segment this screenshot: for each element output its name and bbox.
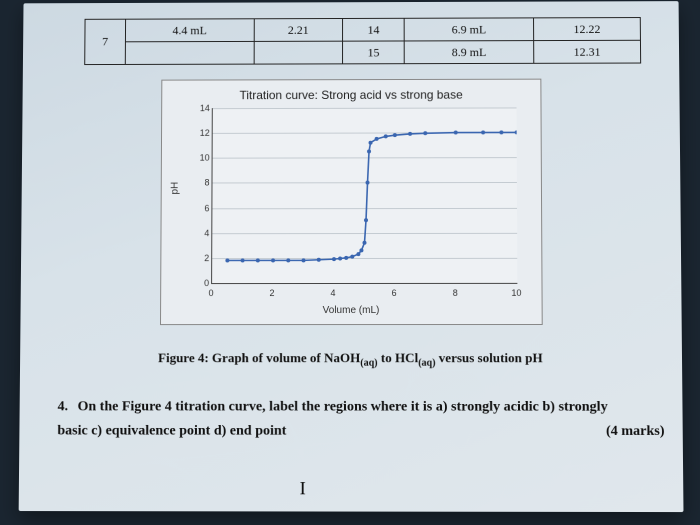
- caption-sub: (aq): [360, 358, 377, 369]
- question-number: 4.: [58, 399, 69, 414]
- chart-ytick: 6: [191, 203, 209, 213]
- chart-ytick: 4: [191, 228, 209, 238]
- chart-plot-area: [211, 107, 517, 284]
- cell: 12.31: [534, 40, 641, 63]
- cell: 4.4 mL: [125, 19, 254, 42]
- cell: [254, 41, 343, 64]
- worksheet-paper: 7 4.4 mL 2.21 14 6.9 mL 12.22 15 8.9 mL …: [19, 1, 684, 512]
- chart-ytick: 14: [192, 103, 210, 113]
- chart-ytick: 8: [192, 178, 210, 188]
- question-line2: basic c) equivalence point d) end point: [57, 423, 286, 438]
- caption-text: Figure 4: Graph of volume of NaOH: [158, 350, 360, 365]
- row-index-cell: 7: [85, 19, 126, 64]
- table-row: 7 4.4 mL 2.21 14 6.9 mL 12.22: [85, 18, 641, 42]
- chart-title: Titration curve: Strong acid vs strong b…: [162, 88, 540, 103]
- chart-xtick: 8: [445, 288, 465, 298]
- question-line1: On the Figure 4 titration curve, label t…: [77, 399, 607, 414]
- caption-sub: (aq): [418, 358, 435, 369]
- caption-text: versus solution pH: [435, 350, 542, 365]
- cell: 6.9 mL: [404, 18, 533, 41]
- cell: 14: [342, 18, 404, 41]
- cell: [125, 41, 254, 64]
- question-marks: (4 marks): [606, 420, 665, 444]
- chart-xtick: 10: [506, 288, 526, 298]
- table-row: 15 8.9 mL 12.31: [85, 40, 641, 64]
- caption-text: to HCl: [378, 350, 419, 365]
- text-cursor-icon: I: [300, 478, 306, 499]
- chart-series: [212, 107, 517, 283]
- cell: 8.9 mL: [404, 41, 533, 64]
- chart-ylabel: pH: [170, 182, 181, 195]
- chart-ytick: 0: [191, 278, 209, 288]
- chart-ytick: 12: [192, 128, 210, 138]
- figure-caption: Figure 4: Graph of volume of NaOH(aq) to…: [20, 350, 682, 369]
- chart-ytick: 2: [191, 253, 209, 263]
- cell: 15: [342, 41, 404, 64]
- titration-chart: Titration curve: Strong acid vs strong b…: [160, 79, 543, 325]
- content-region: 7 4.4 mL 2.21 14 6.9 mL 12.22 15 8.9 mL …: [19, 1, 684, 512]
- chart-xtick: 2: [262, 288, 282, 298]
- cell: 12.22: [534, 18, 641, 41]
- chart-xtick: 4: [323, 288, 343, 298]
- cell: 2.21: [254, 18, 342, 41]
- chart-xtick: 6: [384, 288, 404, 298]
- data-table: 7 4.4 mL 2.21 14 6.9 mL 12.22 15 8.9 mL …: [84, 17, 641, 65]
- chart-xtick: 0: [201, 288, 221, 298]
- chart-xlabel: Volume (mL): [161, 305, 542, 316]
- chart-ytick: 10: [192, 153, 210, 163]
- question-block: 4. On the Figure 4 titration curve, labe…: [57, 395, 664, 443]
